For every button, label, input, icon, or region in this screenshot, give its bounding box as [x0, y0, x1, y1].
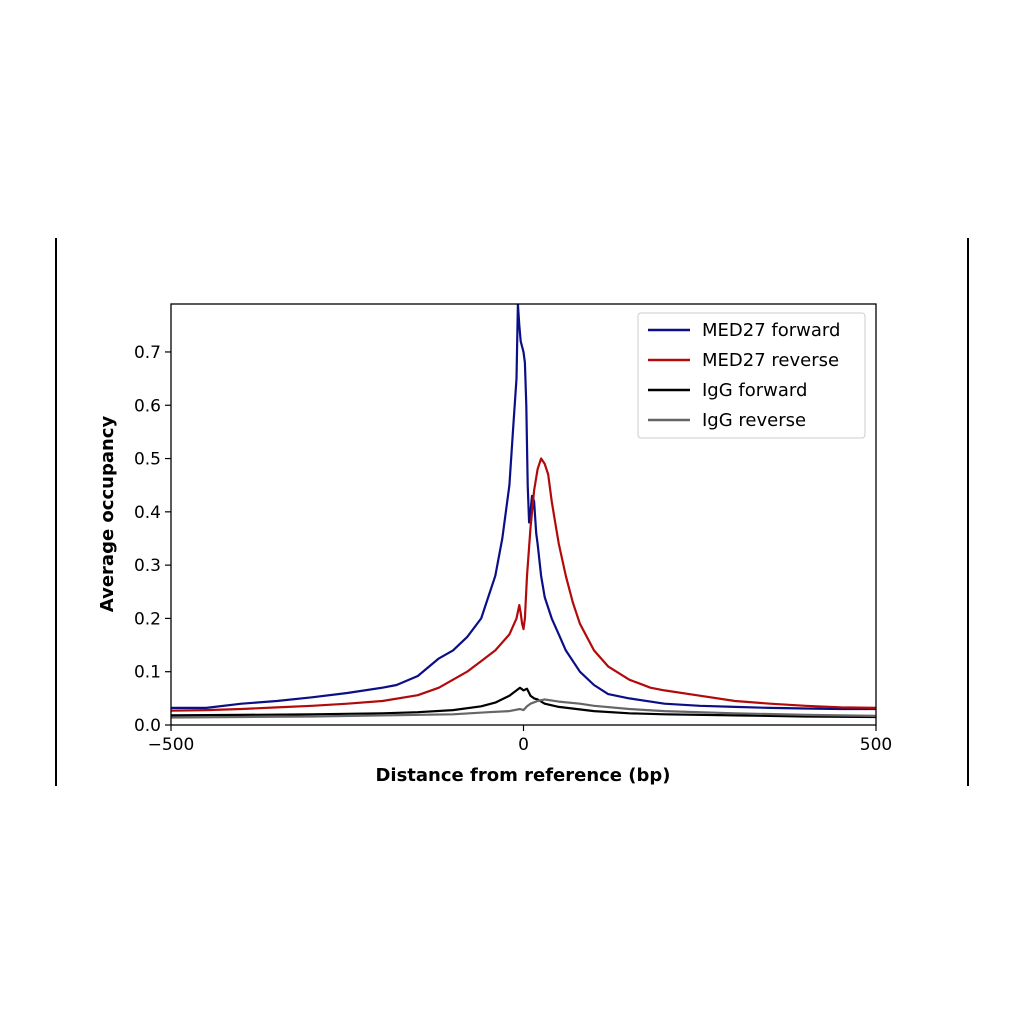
- series-line-2: [171, 686, 876, 719]
- x-axis-title: Distance from reference (bp): [375, 765, 670, 786]
- y-tick-label-7: 0.7: [134, 343, 161, 363]
- y-tick-label-6: 0.6: [134, 396, 161, 416]
- y-tick-label-2: 0.2: [134, 609, 161, 629]
- y-axis-title: Average occupancy: [97, 416, 118, 613]
- y-axis: 0.0 0.1 0.2 0.3 0.4 0.5 0.6 0.7: [134, 343, 171, 736]
- x-tick-label-0: −500: [148, 735, 195, 755]
- legend-label-0: MED27 forward: [702, 320, 840, 341]
- y-tick-label-3: 0.3: [134, 556, 161, 576]
- legend-label-1: MED27 reverse: [702, 350, 839, 371]
- legend-box: [637, 312, 866, 439]
- y-tick-label-4: 0.4: [134, 503, 161, 523]
- series-layer: [171, 304, 876, 719]
- legend: MED27 forward MED27 reverse IgG forward IgG…: [637, 312, 866, 439]
- y-tick-label-5: 0.5: [134, 450, 161, 470]
- series-line-3: [171, 698, 876, 719]
- series-line-0: [171, 304, 876, 711]
- x-tick-label-1: 0: [518, 735, 529, 755]
- series-line-1: [171, 457, 876, 712]
- x-tick-label-2: 500: [860, 735, 892, 755]
- y-tick-label-0: 0.0: [134, 716, 161, 736]
- legend-label-3: IgG reverse: [702, 410, 806, 431]
- y-tick-label-1: 0.1: [134, 663, 161, 683]
- legend-label-2: IgG forward: [702, 380, 807, 401]
- x-axis: −500 0 500: [148, 725, 892, 755]
- legend-items: MED27 forward MED27 reverse IgG forward IgG…: [648, 320, 840, 431]
